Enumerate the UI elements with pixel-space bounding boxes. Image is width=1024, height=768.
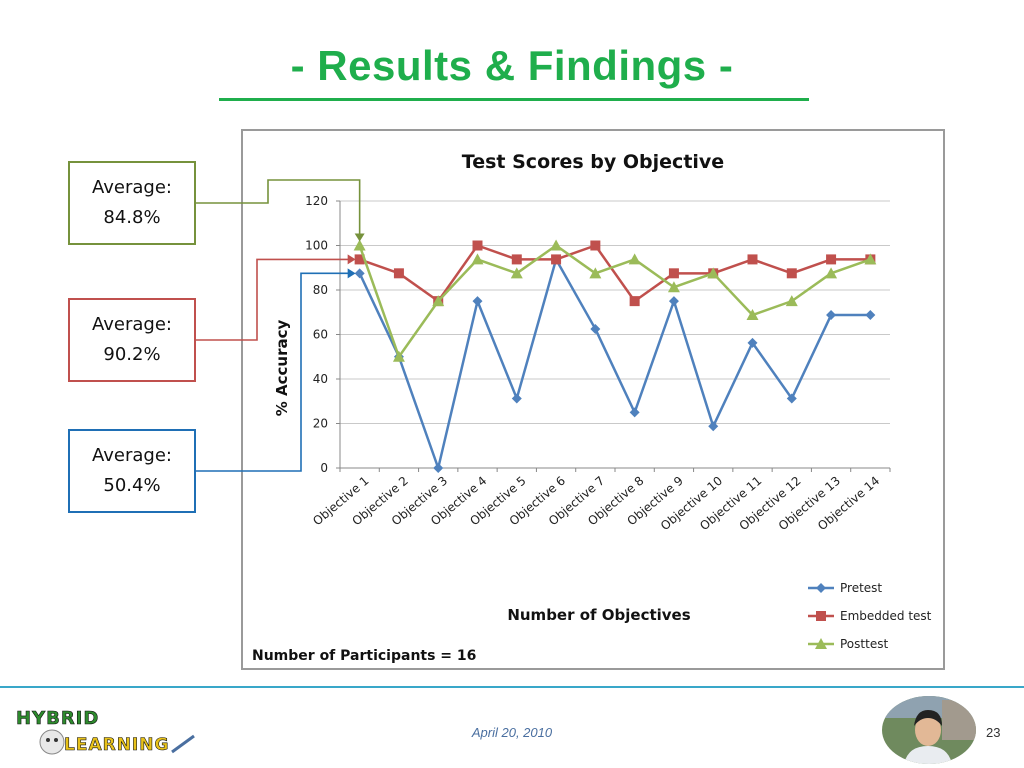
- data-point-posttest: [667, 281, 680, 293]
- y-tick-label: 60: [313, 328, 328, 342]
- callout-connectors: [196, 179, 365, 472]
- y-tick-label: 20: [313, 417, 328, 431]
- logo-word-learning: LEARNING: [64, 735, 169, 755]
- connector-pretest: [196, 272, 352, 472]
- data-point-embedded-test: [747, 254, 758, 265]
- data-point-embedded-test: [826, 254, 837, 265]
- average-value: 90.2%: [103, 344, 161, 365]
- data-point-embedded-test: [551, 254, 562, 265]
- data-point-posttest: [785, 295, 798, 307]
- data-point-posttest: [510, 267, 523, 279]
- x-axis-label: Number of Objectives: [507, 606, 690, 624]
- data-point-pretest: [668, 296, 679, 307]
- average-label: Average:: [92, 314, 172, 335]
- connector-posttest: [196, 179, 361, 238]
- data-point-posttest: [432, 295, 445, 307]
- average-callout-posttest: Average: 84.8%: [68, 161, 196, 245]
- legend-item-embedded-test: Embedded test: [808, 609, 932, 623]
- legend-label: Embedded test: [840, 609, 932, 623]
- legend-item-posttest: Posttest: [808, 637, 888, 651]
- legend-swatch-marker: [816, 583, 826, 593]
- data-point-posttest: [825, 267, 838, 279]
- series-posttest: [353, 239, 877, 362]
- connector-arrow-posttest: [354, 233, 365, 242]
- data-point-posttest: [746, 309, 759, 321]
- presenter-photo: [882, 696, 976, 764]
- average-label: Average:: [92, 177, 172, 198]
- y-tick-label: 120: [305, 194, 328, 208]
- data-point-pretest: [511, 393, 522, 404]
- data-point-posttest: [392, 350, 405, 362]
- y-tick-label: 100: [305, 239, 328, 253]
- series-line-pretest: [358, 258, 871, 470]
- presenter-avatar-icon: [882, 696, 976, 764]
- average-value: 84.8%: [103, 207, 161, 228]
- page-number: 23: [986, 725, 1001, 740]
- slide-title: - Results & Findings -: [290, 42, 734, 89]
- data-point-posttest: [471, 253, 484, 265]
- y-axis-label: % Accuracy: [273, 320, 291, 417]
- series-layer: [353, 239, 877, 473]
- series-line-embedded-test: [359, 244, 871, 303]
- average-value: 50.4%: [103, 475, 161, 496]
- y-tick-label: 40: [313, 372, 328, 386]
- data-point-embedded-test: [590, 240, 601, 251]
- connector-embedded: [196, 258, 352, 341]
- logo-mascot-icon: [39, 729, 65, 755]
- title-underline: [219, 98, 809, 101]
- data-point-pretest: [786, 393, 797, 404]
- data-point-posttest: [550, 239, 563, 251]
- data-point-pretest: [747, 337, 758, 348]
- grid-lines: [340, 200, 890, 469]
- data-point-embedded-test: [511, 254, 522, 265]
- data-point-embedded-test: [472, 240, 483, 251]
- data-point-pretest: [354, 268, 365, 279]
- data-point-posttest: [353, 239, 366, 251]
- average-label: Average:: [92, 445, 172, 466]
- legend-label: Posttest: [840, 637, 888, 651]
- legend-swatch-marker: [815, 638, 827, 649]
- hybrid-learning-logo: HYBRID LEARNING: [16, 708, 195, 755]
- data-point-embedded-test: [354, 254, 365, 265]
- chart-title: Test Scores by Objective: [462, 151, 724, 173]
- series-pretest: [354, 254, 876, 473]
- participants-note: Number of Participants = 16: [252, 648, 476, 664]
- data-point-posttest: [864, 253, 877, 265]
- data-point-pretest: [590, 323, 601, 334]
- connector-arrow-embedded: [347, 254, 356, 265]
- data-point-embedded-test: [668, 268, 679, 279]
- data-point-pretest: [708, 421, 719, 432]
- legend-label: Pretest: [840, 581, 882, 595]
- data-point-pretest: [433, 463, 444, 473]
- legend-swatch-marker: [816, 611, 826, 621]
- average-callout-embedded: Average: 90.2%: [68, 298, 196, 382]
- average-callout-pretest: Average: 50.4%: [68, 429, 196, 513]
- data-point-posttest: [707, 267, 720, 279]
- data-point-pretest: [472, 296, 483, 307]
- legend: Pretest Embedded test Posttest: [808, 581, 932, 651]
- data-point-embedded-test: [629, 296, 640, 307]
- footer-divider: [0, 686, 1024, 688]
- chart-frame: [241, 129, 945, 670]
- y-tick-label: 80: [313, 283, 328, 297]
- data-point-pretest: [826, 310, 837, 321]
- data-point-pretest: [865, 310, 876, 321]
- connector-arrow-pretest: [347, 268, 356, 279]
- data-point-posttest: [628, 253, 641, 265]
- series-line-posttest: [358, 244, 871, 358]
- y-tick-label: 0: [320, 461, 328, 475]
- data-point-pretest: [629, 407, 640, 418]
- logo-word-hybrid: HYBRID: [16, 708, 99, 729]
- logo-pen-icon: [171, 734, 195, 754]
- data-point-posttest: [589, 267, 602, 279]
- data-point-embedded-test: [786, 268, 797, 279]
- footer-date: April 20, 2010: [471, 725, 553, 740]
- legend-item-pretest: Pretest: [808, 581, 882, 595]
- data-point-embedded-test: [393, 268, 404, 279]
